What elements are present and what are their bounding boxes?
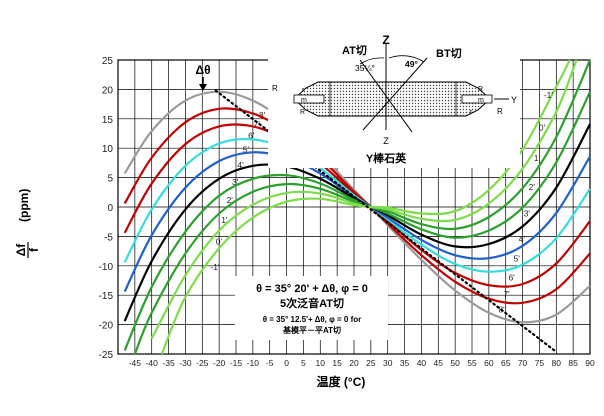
bt-angle-label: 49°	[405, 59, 418, 69]
y-bar-label: Y棒石英	[366, 151, 407, 165]
delta-theta-marker: Δθ	[195, 63, 211, 91]
series-label-right: 5'	[514, 254, 521, 264]
x-tick-label: 40	[417, 358, 427, 368]
y-tick-label: 10	[102, 144, 114, 155]
x-tick-label: -10	[247, 358, 260, 368]
x-tick-label: -35	[162, 358, 175, 368]
left-m-face	[293, 94, 325, 104]
x-tick-label: 65	[501, 358, 511, 368]
delta-theta-arrowhead	[199, 84, 207, 91]
series-label-left: 3'	[232, 177, 239, 187]
x-tick-label: -40	[146, 358, 159, 368]
x-tick-label: 45	[434, 358, 444, 368]
x-tick-label: 10	[316, 358, 326, 368]
y-tick-label: -25	[99, 350, 114, 361]
series-label-left: 7'	[254, 119, 261, 129]
r-left-label: R	[272, 84, 278, 93]
annotation-line-1: θ = 35° 20' + Δθ, φ = 0	[256, 283, 368, 295]
series-label-right: -1'	[544, 90, 554, 100]
quartz-inset: AT切 BT切 Z Z 35¼° 49° Y棒石英 R r m R R m r …	[268, 33, 520, 168]
at-cut-line	[359, 59, 413, 133]
series-label-left: 2'	[227, 195, 234, 205]
y-tick-label: 20	[102, 85, 114, 96]
x-tick-label: 15	[332, 358, 342, 368]
tick-labels: -45 -40 -35 -30 -25 -20 -15 -10 -5 0 5 10 15 20 25 30 35…	[99, 56, 595, 368]
x-tick-label: 5	[301, 358, 306, 368]
series-label-right: 3'	[524, 209, 531, 219]
x-tick-label: 70	[518, 358, 528, 368]
y-axis-label: (ppm) Δf f	[14, 189, 41, 258]
m-right-label: m	[478, 97, 484, 104]
series-label-left: 5'	[243, 144, 250, 154]
y-tick-label: 5	[107, 174, 113, 185]
x-tick-label: 55	[467, 358, 477, 368]
y-tick-label: 25	[102, 56, 114, 67]
x-tick-label: 75	[535, 358, 545, 368]
x-tick-label: -5	[266, 358, 274, 368]
y-tick-label: -10	[99, 262, 114, 273]
series-label-right: 7'	[503, 289, 510, 299]
y-axis-inset-label: Y	[511, 95, 517, 105]
series-label-left: 4'	[237, 160, 244, 170]
annotation-line-4: 基模平－平AT切	[282, 325, 341, 335]
series-label-left: 1'	[221, 215, 228, 225]
series-label-right: 4'	[519, 234, 526, 244]
x-tick-label: 60	[484, 358, 494, 368]
annotation-background	[235, 276, 388, 340]
cut-annotation-box: θ = 35° 20' + Δθ, φ = 0 5次泛音AT切 θ = 35° …	[235, 276, 388, 340]
at-cut-label: AT切	[342, 44, 367, 57]
r-right-lower-label: R	[497, 107, 503, 116]
r-left-lower-label: R	[300, 109, 305, 116]
y-axis-numerator: Δf	[14, 243, 28, 257]
m-left-label: m	[301, 97, 307, 104]
y-tick-label: -15	[99, 291, 114, 302]
x-tick-label: 25	[366, 358, 376, 368]
r-small-left-label: r	[302, 87, 305, 94]
x-tick-label: 0	[284, 358, 289, 368]
annotation-line-2: 5次泛音AT切	[280, 296, 344, 310]
x-tick-label: 80	[552, 358, 562, 368]
r-small-right-label: r	[470, 109, 473, 116]
at-angle-label: 35¼°	[355, 63, 375, 73]
bt-cut-label: BT切	[436, 47, 462, 60]
x-tick-label: 35	[400, 358, 410, 368]
y-tick-label: -20	[99, 321, 114, 332]
x-tick-label: -15	[230, 358, 243, 368]
x-axis-label: 温度 (°C)	[317, 374, 366, 389]
bt-cut-line	[362, 57, 428, 131]
x-tick-label: 50	[450, 358, 460, 368]
delta-theta-label: Δθ	[195, 63, 210, 77]
y-tick-label: 15	[102, 115, 114, 126]
x-tick-label: 30	[383, 358, 393, 368]
z-top-label: Z	[382, 33, 389, 47]
series-label-left: 0'	[216, 236, 223, 246]
series-label-right: 6'	[508, 272, 515, 282]
x-tick-label: -25	[196, 358, 209, 368]
x-tick-label: -45	[129, 358, 142, 368]
series-label-left: -1'	[210, 262, 220, 272]
y-axis-denominator: f	[27, 247, 41, 252]
x-tick-label: -30	[179, 358, 192, 368]
right-m-face	[461, 94, 493, 104]
annotation-line-3: θ = 35° 12.5'+ Δθ, φ = 0 for	[263, 315, 362, 324]
bt-angle-arc	[388, 55, 425, 63]
x-tick-label: 90	[585, 358, 595, 368]
z-bottom-label: Z	[383, 136, 389, 146]
r-right-label: R	[478, 86, 483, 93]
series-label-left: 6'	[248, 130, 255, 140]
x-tick-label: 20	[349, 358, 359, 368]
y-tick-label: 0	[107, 203, 113, 214]
series-label-right: 0'	[539, 123, 546, 133]
at-angle-arc	[359, 57, 385, 65]
x-tick-label: 85	[568, 358, 578, 368]
x-tick-label: -20	[213, 358, 226, 368]
y-tick-label: -5	[104, 232, 113, 243]
series-label-right: 2'	[529, 182, 536, 192]
y-axis-unit: (ppm)	[17, 189, 31, 222]
series-label-left: 8'	[259, 110, 266, 120]
series-label-right: 1'	[534, 153, 541, 163]
